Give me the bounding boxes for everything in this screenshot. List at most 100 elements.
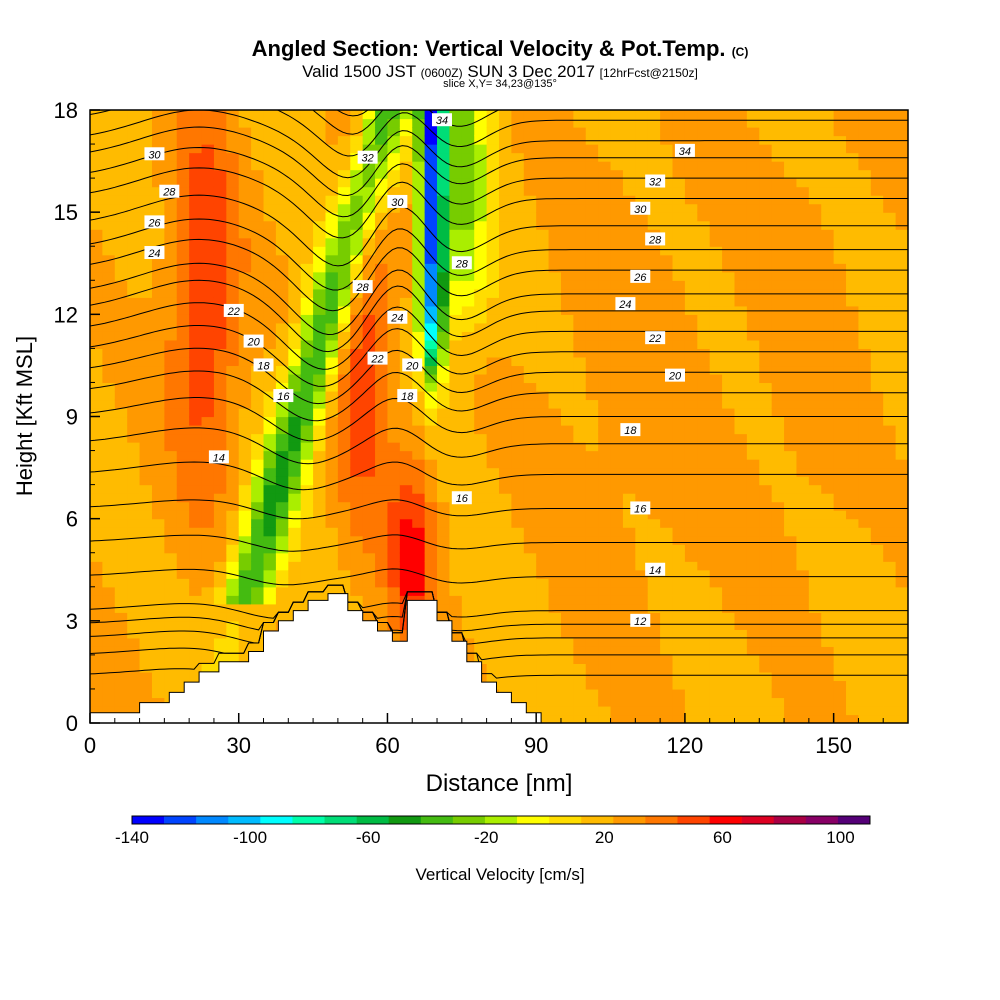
- velocity-cell: [325, 416, 339, 426]
- velocity-cell: [350, 348, 364, 358]
- velocity-cell: [796, 688, 810, 699]
- velocity-cell: [102, 203, 116, 213]
- velocity-cell: [251, 620, 265, 630]
- velocity-cell: [883, 220, 897, 230]
- velocity-cell: [870, 152, 884, 162]
- velocity-cell: [709, 280, 723, 290]
- velocity-cell: [672, 484, 686, 494]
- velocity-cell: [697, 407, 711, 418]
- velocity-cell: [151, 569, 165, 579]
- velocity-cell: [585, 169, 599, 179]
- velocity-cell: [350, 425, 364, 435]
- velocity-cell: [189, 144, 203, 154]
- velocity-cell: [437, 271, 451, 281]
- velocity-cell: [511, 484, 525, 494]
- velocity-cell: [201, 535, 215, 545]
- velocity-cell: [300, 561, 314, 571]
- velocity-cell: [883, 144, 897, 154]
- velocity-cell: [90, 646, 103, 656]
- velocity-cell: [399, 544, 413, 554]
- velocity-cell: [337, 288, 351, 298]
- velocity-cell: [151, 297, 165, 307]
- velocity-cell: [536, 297, 550, 307]
- velocity-cell: [399, 416, 413, 426]
- velocity-cell: [784, 663, 798, 673]
- velocity-cell: [523, 705, 537, 716]
- velocity-cell: [325, 280, 339, 290]
- velocity-cell: [474, 603, 488, 613]
- velocity-cell: [560, 663, 574, 673]
- velocity-cell: [164, 544, 178, 554]
- velocity-cell: [238, 203, 252, 213]
- velocity-cell: [771, 161, 785, 171]
- contour-label-text: 34: [436, 115, 448, 127]
- velocity-cell: [548, 212, 562, 222]
- velocity-cell: [734, 314, 748, 324]
- velocity-cell: [759, 305, 773, 315]
- velocity-cell: [821, 339, 835, 349]
- velocity-cell: [635, 237, 649, 247]
- velocity-cell: [895, 356, 908, 367]
- velocity-cell: [870, 501, 884, 511]
- velocity-cell: [573, 186, 587, 196]
- velocity-cell: [560, 425, 574, 435]
- velocity-cell: [647, 220, 661, 230]
- velocity-cell: [709, 416, 723, 426]
- velocity-cell: [238, 586, 252, 596]
- velocity-cell: [585, 322, 599, 332]
- velocity-cell: [635, 127, 649, 137]
- velocity-cell: [808, 433, 822, 443]
- contour-label: 32: [357, 150, 378, 165]
- velocity-cell: [449, 118, 463, 128]
- velocity-cell: [102, 646, 116, 656]
- velocity-cell: [833, 620, 847, 630]
- velocity-cell: [350, 271, 364, 281]
- velocity-cell: [746, 561, 760, 571]
- velocity-cell: [548, 144, 562, 154]
- contour-label-bg: [674, 143, 695, 157]
- velocity-cell: [684, 169, 698, 179]
- velocity-cell: [771, 586, 785, 596]
- velocity-cell: [201, 220, 215, 230]
- velocity-cell: [697, 586, 711, 596]
- velocity-cell: [759, 680, 773, 690]
- velocity-cell: [486, 288, 500, 298]
- velocity-cell: [127, 220, 141, 230]
- velocity-cell: [114, 305, 128, 315]
- velocity-cell: [362, 271, 376, 281]
- isentrope-31: [90, 146, 908, 218]
- terrain: [90, 593, 908, 723]
- velocity-cell: [808, 663, 822, 673]
- velocity-cell: [424, 450, 438, 460]
- velocity-cell: [461, 450, 475, 460]
- velocity-cell: [883, 450, 897, 460]
- velocity-cell: [288, 203, 302, 213]
- velocity-cell: [635, 331, 649, 341]
- velocity-cell: [610, 178, 624, 188]
- velocity-cell: [486, 110, 500, 120]
- velocity-cell: [362, 450, 376, 460]
- colorbar-swatch: [164, 816, 197, 824]
- velocity-cell: [102, 246, 116, 256]
- velocity-cell: [176, 254, 190, 264]
- velocity-cell: [275, 467, 289, 477]
- velocity-cell: [598, 476, 612, 486]
- velocity-cell: [536, 254, 550, 264]
- velocity-cell: [846, 305, 860, 315]
- velocity-cell: [784, 518, 798, 528]
- velocity-cell: [213, 578, 227, 588]
- velocity-cell: [697, 212, 711, 222]
- velocity-cell: [300, 297, 314, 307]
- velocity-cell: [151, 467, 165, 477]
- velocity-cell: [226, 510, 240, 520]
- velocity-cell: [759, 510, 773, 520]
- velocity-cell: [734, 561, 748, 571]
- velocity-cell: [523, 552, 537, 562]
- velocity-cell: [536, 459, 550, 469]
- velocity-cell: [697, 339, 711, 349]
- velocity-cell: [796, 484, 810, 494]
- velocity-cell: [784, 629, 798, 639]
- velocity-cell: [548, 569, 562, 579]
- velocity-cell: [523, 595, 537, 605]
- velocity-cell: [350, 186, 364, 196]
